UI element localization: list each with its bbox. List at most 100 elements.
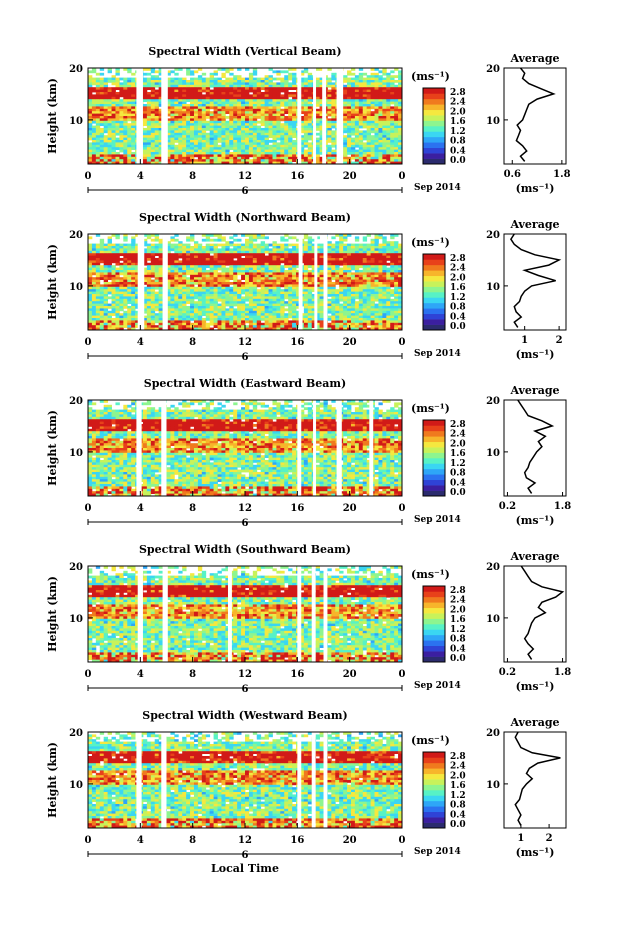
heatmap-cell <box>174 263 178 266</box>
heatmap-cell <box>225 85 229 88</box>
heatmap-cell <box>96 268 100 271</box>
heatmap-cell <box>245 106 249 109</box>
heatmap-cell <box>214 159 218 162</box>
heatmap-cell <box>371 121 375 124</box>
heatmap-cell <box>112 268 116 271</box>
heatmap-cell <box>214 102 218 105</box>
heatmap-cell <box>237 90 241 93</box>
heatmap-cell <box>119 104 123 107</box>
heatmap-cell <box>104 121 108 124</box>
heatmap-cell <box>127 311 131 314</box>
heatmap-cell <box>221 256 225 259</box>
heatmap-cell <box>170 142 174 145</box>
heatmap-cell <box>190 128 194 131</box>
heatmap-cell <box>363 78 367 81</box>
colorbar-swatch <box>423 126 445 132</box>
heatmap-cell <box>127 128 131 131</box>
heatmap-cell <box>198 313 202 316</box>
heatmap-cell <box>390 133 394 136</box>
heatmap-cell <box>108 154 112 157</box>
heatmap-cell <box>210 263 214 266</box>
heatmap-cell <box>355 92 359 95</box>
heatmap-cell <box>363 121 367 124</box>
heatmap-cell <box>206 140 210 143</box>
heatmap-cell <box>371 152 375 155</box>
heatmap-cell <box>241 147 245 150</box>
heatmap-cell <box>112 150 116 153</box>
heatmap-cell <box>182 316 186 319</box>
heatmap-cell <box>288 116 292 119</box>
heatmap-cell <box>210 323 214 326</box>
heatmap-cell <box>147 123 151 126</box>
heatmap-cell <box>288 109 292 112</box>
heatmap-cell <box>225 145 229 148</box>
heatmap-cell <box>112 318 116 321</box>
heatmap-cell <box>186 301 190 304</box>
heatmap-cell <box>127 306 131 309</box>
heatmap-cell <box>115 294 119 297</box>
heatmap-cell <box>123 263 127 266</box>
heatmap-cell <box>237 313 241 316</box>
heatmap-cell <box>221 82 225 85</box>
heatmap-cell <box>194 248 198 251</box>
heatmap-cell <box>288 256 292 259</box>
heatmap-cell <box>88 287 92 290</box>
heatmap-cell <box>225 241 229 244</box>
heatmap-cell <box>225 284 229 287</box>
heatmap-cell <box>123 320 127 323</box>
heatmap-cell <box>112 133 116 136</box>
heatmap-cell <box>225 123 229 126</box>
heatmap-cell <box>386 157 390 160</box>
heatmap-cell <box>108 90 112 93</box>
heatmap-cell <box>245 277 249 280</box>
heatmap-cell <box>100 90 104 93</box>
heatmap-cell <box>198 126 202 129</box>
heatmap-cell <box>198 287 202 290</box>
heatmap-cell <box>206 94 210 97</box>
heatmap-cell <box>159 287 163 290</box>
heatmap-cell <box>331 94 335 97</box>
heatmap-cell <box>190 97 194 100</box>
heatmap-cell <box>194 294 198 297</box>
heatmap-cell <box>131 260 135 263</box>
heatmap-cell <box>108 296 112 299</box>
heatmap-cell <box>170 256 174 259</box>
heatmap-cell <box>88 123 92 126</box>
heatmap-cell <box>304 258 308 261</box>
heatmap-cell <box>104 270 108 273</box>
heatmap-cell <box>178 90 182 93</box>
heatmap-cell <box>178 126 182 129</box>
heatmap-cell <box>280 128 284 131</box>
heatmap-cell <box>276 114 280 117</box>
heatmap-cell <box>359 102 363 105</box>
heatmap-cell <box>143 159 147 162</box>
heatmap-cell <box>394 102 398 105</box>
heatmap-cell <box>249 80 253 83</box>
heatmap-cell <box>276 248 280 251</box>
heatmap-cell <box>394 147 398 150</box>
heatmap-cell <box>363 142 367 145</box>
heatmap-cell <box>131 299 135 302</box>
heatmap-cell <box>182 114 186 117</box>
heatmap-cell <box>327 118 331 121</box>
heatmap-cell <box>182 97 186 100</box>
heatmap-cell <box>186 94 190 97</box>
heatmap-cell <box>276 116 280 119</box>
heatmap-cell <box>127 152 131 155</box>
heatmap-cell <box>257 246 261 249</box>
heatmap-cell <box>119 265 123 268</box>
heatmap-cell <box>182 145 186 148</box>
x-tick-label: 20 <box>343 171 357 182</box>
heatmap-cell <box>249 104 253 107</box>
heatmap-cell <box>190 248 194 251</box>
heatmap-cell <box>292 150 296 153</box>
heatmap-cell <box>88 133 92 136</box>
heatmap-cell <box>229 320 233 323</box>
heatmap-cell <box>284 304 288 307</box>
heatmap-cell <box>272 121 276 124</box>
heatmap-cell <box>221 140 225 143</box>
heatmap-cell <box>265 292 269 295</box>
heatmap-cell <box>119 147 123 150</box>
heatmap-cell <box>115 318 119 321</box>
heatmap-cell <box>194 102 198 105</box>
